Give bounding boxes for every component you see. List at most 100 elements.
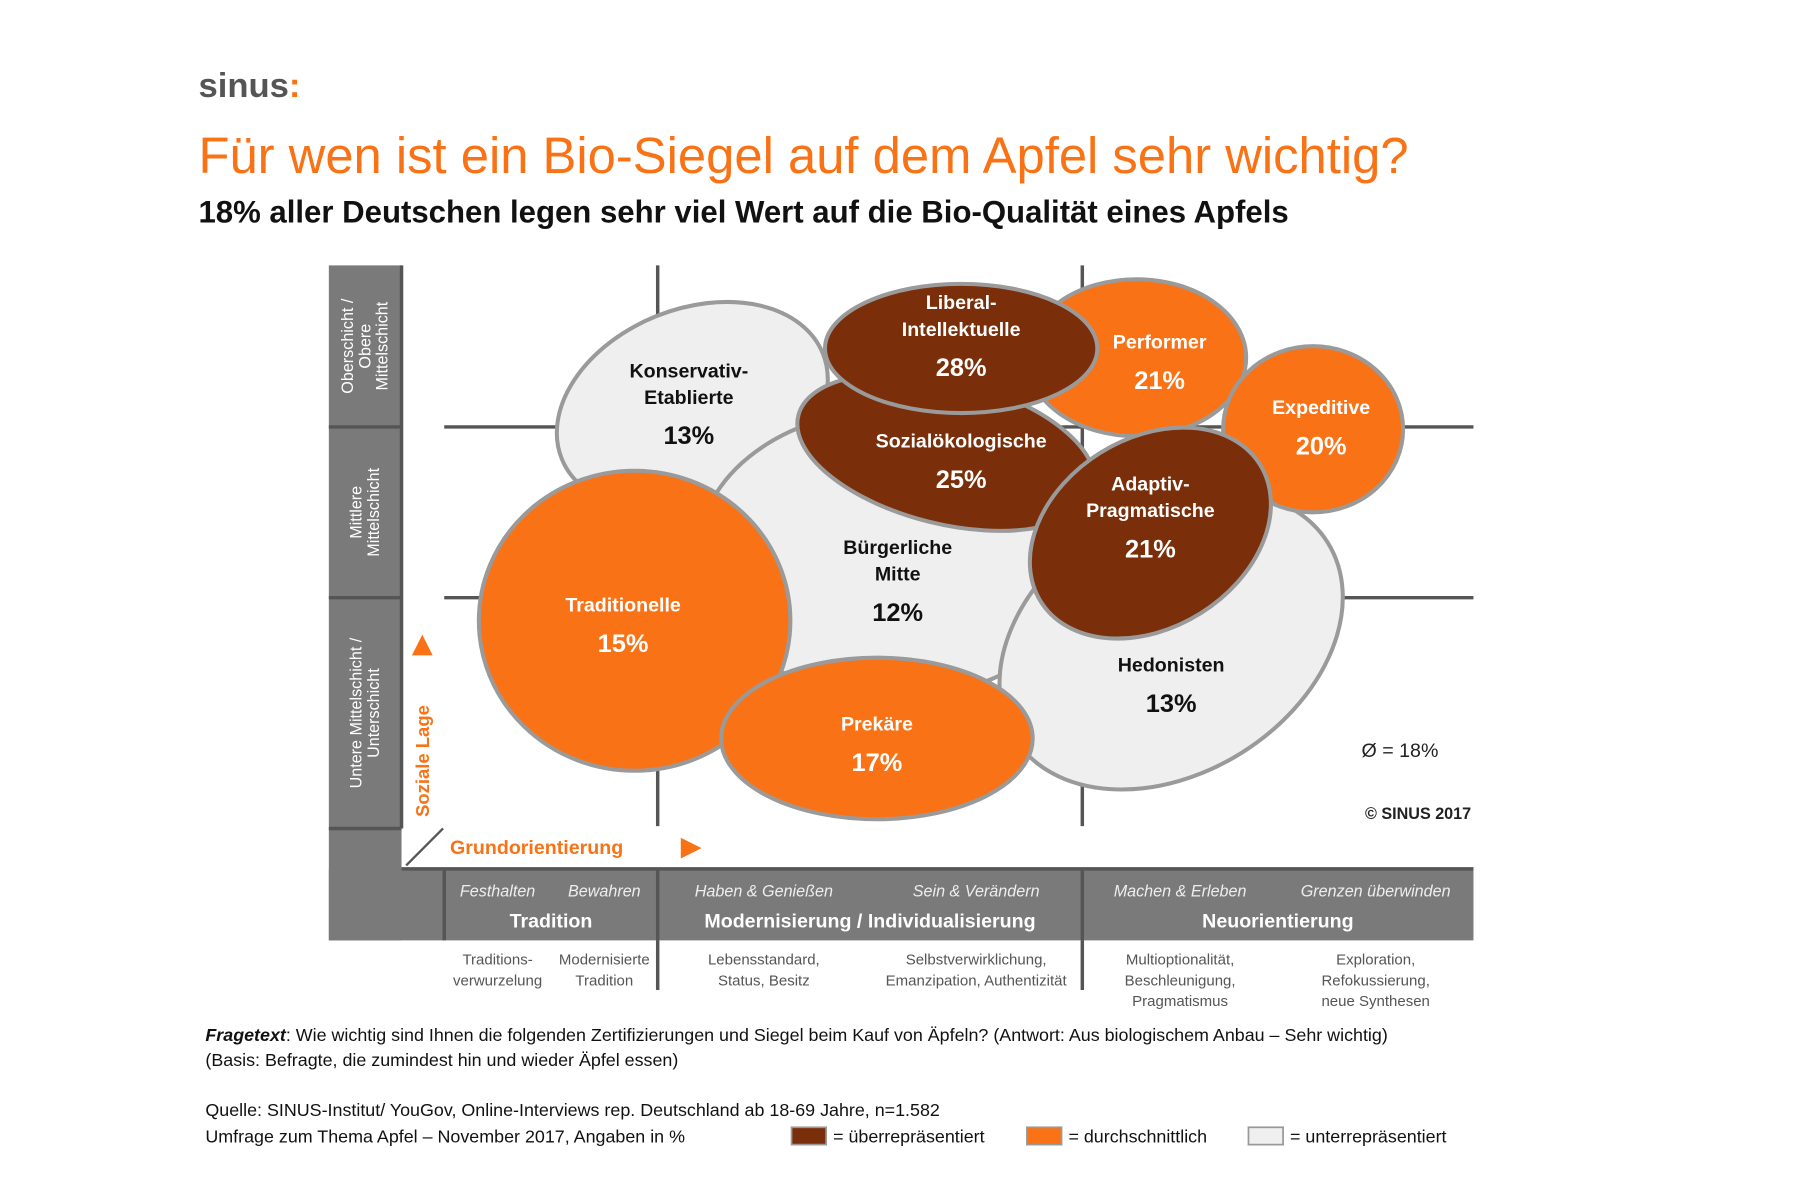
- svg-text:Exploration,: Exploration,: [1336, 952, 1415, 969]
- segment-value: 21%: [1134, 367, 1185, 395]
- segment-value: 20%: [1296, 433, 1347, 461]
- svg-text:Mittelschicht: Mittelschicht: [374, 301, 392, 390]
- legend-swatch: [1247, 1126, 1284, 1146]
- svg-text:Selbstverwirklichung,: Selbstverwirklichung,: [906, 952, 1047, 969]
- segment-value: 12%: [872, 599, 923, 627]
- segment-value: 28%: [936, 354, 987, 382]
- legend-item: = unterrepräsentiert: [1247, 1126, 1447, 1146]
- svg-text:Untere Mittelschicht /: Untere Mittelschicht /: [348, 637, 366, 788]
- segment-value: 15%: [598, 630, 649, 658]
- svg-text:neue Synthesen: neue Synthesen: [1321, 993, 1429, 1010]
- row-label: Oberschicht / Obere Mittelschicht: [339, 298, 392, 394]
- row-axis: [328, 265, 404, 941]
- segment-label: Bürgerliche Mitte 12%: [843, 537, 952, 627]
- segment-label: Performer 21%: [1113, 331, 1207, 394]
- segment-shape: [822, 281, 1100, 416]
- svg-text:Etablierte: Etablierte: [644, 387, 733, 409]
- segment-label: Adaptiv- Pragmatische 21%: [1086, 473, 1215, 563]
- svg-text:Beschleunigung,: Beschleunigung,: [1125, 972, 1236, 989]
- column-label: Tradition Festhalten Bewahren Traditions-ve…: [453, 883, 650, 990]
- segment-label: Liberal- Intellektuelle 28%: [902, 292, 1021, 382]
- segment-label: Prekäre 17%: [841, 713, 913, 776]
- segment-value: 25%: [936, 466, 987, 494]
- svg-text:Liberal-: Liberal-: [926, 292, 997, 314]
- segment-label: Traditionelle 15%: [565, 595, 681, 658]
- svg-text:Pragmatische: Pragmatische: [1086, 500, 1215, 522]
- svg-text:Sein & Verändern: Sein & Verändern: [913, 883, 1040, 901]
- segment-label: Sozialökologische 25%: [876, 431, 1047, 494]
- svg-text:= überrepräsentiert: = überrepräsentiert: [833, 1126, 985, 1146]
- svg-text:Obere: Obere: [356, 324, 374, 369]
- svg-text:Emanzipation, Authentizität: Emanzipation, Authentizität: [886, 972, 1068, 989]
- svg-text:Adaptiv-: Adaptiv-: [1111, 473, 1189, 495]
- page-title: Für wen ist ein Bio-Siegel auf dem Apfel…: [198, 127, 1408, 184]
- legend-item: = überrepräsentiert: [790, 1126, 985, 1146]
- svg-text:Tradition: Tradition: [510, 911, 593, 933]
- svg-text:Status, Besitz: Status, Besitz: [718, 972, 810, 989]
- legend-swatch: [790, 1126, 828, 1146]
- column-label: Modernisierung / Individualisierung Haben…: [695, 883, 1068, 990]
- svg-text:Haben & Genießen: Haben & Genießen: [695, 883, 833, 901]
- segment-value: 13%: [663, 422, 714, 450]
- segment-shape: [1027, 425, 1273, 641]
- right-arrow-icon: [680, 837, 702, 859]
- svg-text:verwurzelung: verwurzelung: [453, 972, 542, 989]
- svg-text:Pragmatismus: Pragmatismus: [1132, 993, 1228, 1010]
- x-axis-label: Grundorientierung: [450, 837, 623, 859]
- svg-text:= unterrepräsentiert: = unterrepräsentiert: [1290, 1126, 1447, 1146]
- svg-text:Bürgerliche: Bürgerliche: [843, 537, 952, 559]
- svg-text:Intellektuelle: Intellektuelle: [902, 319, 1021, 341]
- segment-shape: [719, 655, 1035, 822]
- svg-text:Traditionelle: Traditionelle: [565, 595, 681, 617]
- row-label: Mittlere Mittelschicht: [348, 467, 383, 556]
- svg-text:Sozialökologische: Sozialökologische: [876, 431, 1047, 453]
- axis-diagonal: [405, 827, 444, 867]
- question-text: Fragetext: Wie wichtig sind Ihnen die fo…: [205, 1025, 1387, 1045]
- svg-text:Neuorientierung: Neuorientierung: [1202, 911, 1353, 933]
- svg-text:Oberschicht /: Oberschicht /: [339, 298, 357, 394]
- svg-text:Mittlere: Mittlere: [348, 486, 366, 539]
- svg-text:Refokussierung,: Refokussierung,: [1321, 972, 1429, 989]
- svg-text:Expeditive: Expeditive: [1272, 397, 1370, 419]
- legend-item: = durchschnittlich: [1026, 1126, 1207, 1146]
- svg-text:Machen & Erleben: Machen & Erleben: [1114, 883, 1247, 901]
- segment-label: Hedonisten 13%: [1118, 655, 1225, 718]
- segment-label: Expeditive 20%: [1272, 397, 1370, 460]
- svg-text:Unterschicht: Unterschicht: [365, 668, 383, 758]
- svg-text:= durchschnittlich: = durchschnittlich: [1068, 1126, 1207, 1146]
- svg-text:Tradition: Tradition: [575, 972, 633, 989]
- svg-text:Multioptionalität,: Multioptionalität,: [1126, 952, 1234, 969]
- column-axis: [328, 867, 1474, 941]
- svg-text:Prekäre: Prekäre: [841, 713, 913, 735]
- svg-text:Performer: Performer: [1113, 331, 1207, 353]
- segment-value: 13%: [1146, 690, 1197, 718]
- basis-text: (Basis: Befragte, die zumindest hin und …: [205, 1050, 678, 1070]
- svg-text:Traditions-: Traditions-: [462, 952, 532, 969]
- segment-shape: [476, 468, 793, 773]
- svg-text:Bewahren: Bewahren: [568, 883, 641, 901]
- survey-text: Umfrage zum Thema Apfel – November 2017,…: [205, 1126, 685, 1146]
- row-label: Untere Mittelschicht / Unterschicht: [348, 637, 383, 788]
- sinus-logo: sinus:: [198, 67, 300, 105]
- svg-text:Festhalten: Festhalten: [460, 883, 535, 901]
- legend-swatch: [1026, 1126, 1063, 1146]
- svg-text:Grenzen überwinden: Grenzen überwinden: [1301, 883, 1451, 901]
- segment-value: 17%: [852, 749, 903, 777]
- segment-label: Konservativ- Etablierte 13%: [629, 360, 748, 450]
- source-text: Quelle: SINUS-Institut/ YouGov, Online-I…: [205, 1100, 940, 1120]
- svg-text:Konservativ-: Konservativ-: [629, 360, 748, 382]
- svg-text:Lebensstandard,: Lebensstandard,: [708, 952, 820, 969]
- page-subtitle: 18% aller Deutschen legen sehr viel Wert…: [198, 195, 1288, 230]
- up-arrow-icon: [411, 634, 433, 656]
- y-axis-label: Soziale Lage: [412, 705, 433, 817]
- svg-text:Modernisierte: Modernisierte: [559, 952, 650, 969]
- column-label: Neuorientierung Machen & Erleben Grenzen ü…: [1114, 883, 1451, 1011]
- segment-shape: [1221, 344, 1406, 515]
- segment-value: 21%: [1125, 535, 1176, 563]
- svg-text:Mittelschicht: Mittelschicht: [365, 467, 383, 556]
- copyright: © SINUS 2017: [1365, 805, 1471, 823]
- svg-text:Modernisierung / Individualisi: Modernisierung / Individualisierung: [704, 911, 1035, 933]
- svg-text:Hedonisten: Hedonisten: [1118, 655, 1225, 677]
- average-label: Ø = 18%: [1362, 740, 1439, 762]
